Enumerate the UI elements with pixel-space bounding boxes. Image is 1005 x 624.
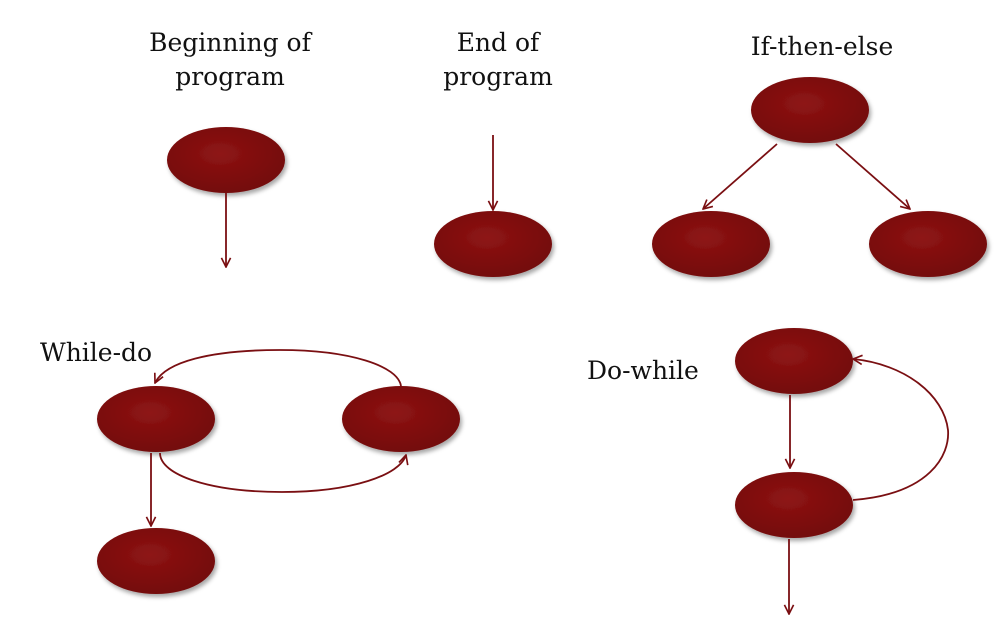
- do-while-diagram: [735, 328, 949, 614]
- else-node: [869, 211, 987, 277]
- end-node: [434, 211, 552, 277]
- beginning-label-line-2: program: [175, 62, 285, 91]
- end-label-line-2: program: [443, 62, 553, 91]
- then-node: [652, 211, 770, 277]
- while-condition-node: [97, 386, 215, 452]
- beginning-label-line-1: Beginning of: [149, 28, 311, 57]
- if-condition-node: [751, 77, 869, 143]
- while-body-node: [342, 386, 460, 452]
- if-then-else-diagram: [652, 77, 987, 277]
- while-do-diagram: [97, 349, 460, 594]
- do-while-label: Do-while: [587, 356, 699, 385]
- end-of-program-label: End of program: [408, 26, 588, 94]
- beginning-diagram: [167, 127, 285, 267]
- while-do-label: While-do: [40, 338, 153, 367]
- beginning-of-program-label: Beginning of program: [130, 26, 330, 94]
- end-label-line-1: End of: [456, 28, 540, 57]
- while-body-back-to-condition-arrow: [155, 349, 402, 387]
- if-then-else-label: If-then-else: [750, 32, 894, 61]
- do-condition-node: [735, 472, 853, 538]
- while-exit-node: [97, 528, 215, 594]
- do-body-node: [735, 328, 853, 394]
- if-to-then-arrow: [703, 143, 778, 209]
- if-to-else-arrow: [835, 143, 910, 209]
- do-condition-back-to-body-arrow: [853, 359, 949, 501]
- end-diagram: [434, 135, 552, 277]
- start-node: [167, 127, 285, 193]
- while-condition-to-body-arrow: [159, 452, 406, 493]
